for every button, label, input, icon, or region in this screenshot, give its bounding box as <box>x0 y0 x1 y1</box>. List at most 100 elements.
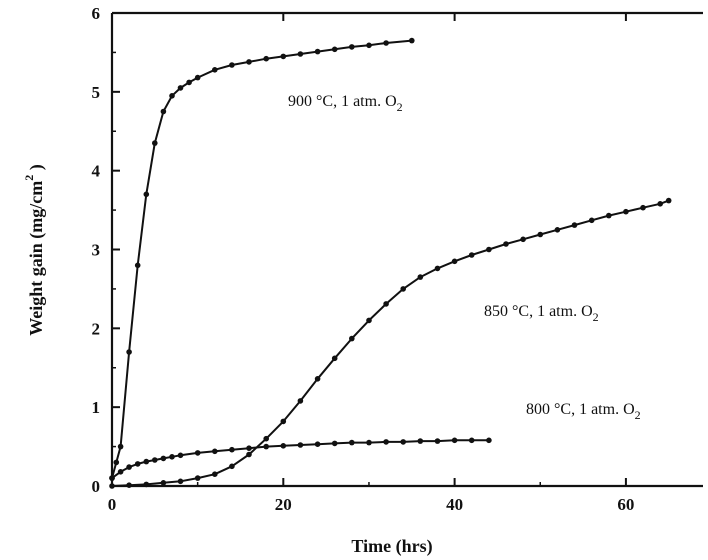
data-point-1 <box>331 355 338 362</box>
data-point-1 <box>400 286 407 292</box>
data-point-1 <box>126 482 132 489</box>
data-point-0 <box>126 349 132 355</box>
data-point-0 <box>366 42 372 49</box>
data-point-1 <box>160 480 167 486</box>
data-point-1 <box>143 481 150 488</box>
data-point-0 <box>169 93 175 99</box>
data-point-2 <box>314 441 321 448</box>
data-point-2 <box>160 455 167 462</box>
data-point-2 <box>109 475 115 481</box>
data-point-1 <box>657 201 663 207</box>
data-point-2 <box>417 438 424 444</box>
y-tick-label: 6 <box>92 4 101 23</box>
x-axis-title: Time (hrs) <box>351 536 432 557</box>
data-point-1 <box>280 418 287 425</box>
data-point-0 <box>297 51 304 57</box>
data-point-0 <box>246 59 252 65</box>
data-point-1 <box>571 222 578 228</box>
data-point-0 <box>263 55 270 62</box>
data-point-2 <box>434 438 441 444</box>
data-point-1 <box>640 204 646 211</box>
data-point-2 <box>263 443 270 450</box>
data-point-2 <box>126 464 132 470</box>
x-tick-label: 40 <box>446 495 463 514</box>
data-point-0 <box>229 62 235 68</box>
data-point-1 <box>246 451 252 458</box>
data-point-1 <box>194 475 201 481</box>
data-point-1 <box>451 258 458 265</box>
data-point-0 <box>212 67 218 73</box>
data-point-0 <box>383 40 389 46</box>
y-tick-label: 2 <box>92 319 101 338</box>
x-tick-label: 60 <box>617 495 634 514</box>
data-point-2 <box>212 448 218 455</box>
tick-labels: 0 20 40 60 0 1 2 3 4 5 6 <box>92 4 635 514</box>
data-point-2 <box>331 440 338 447</box>
data-point-2 <box>143 458 150 465</box>
data-point-1 <box>263 435 270 442</box>
data-point-2 <box>177 452 184 459</box>
data-point-1 <box>486 246 492 253</box>
data-point-0 <box>331 46 338 53</box>
data-point-0 <box>152 140 158 146</box>
data-point-1 <box>297 398 304 404</box>
data-point-0 <box>113 459 120 466</box>
x-tick-label: 0 <box>108 495 117 514</box>
data-point-2 <box>297 442 304 448</box>
data-point-0 <box>280 53 287 60</box>
data-point-1 <box>314 376 321 382</box>
data-point-0 <box>177 85 184 91</box>
data-point-1 <box>520 236 526 243</box>
data-point-2 <box>280 443 287 449</box>
data-point-0 <box>160 108 167 115</box>
series-points <box>109 37 672 489</box>
data-point-2 <box>451 437 458 444</box>
data-point-1 <box>383 301 389 307</box>
data-point-2 <box>152 457 158 463</box>
data-point-1 <box>212 471 218 478</box>
data-point-2 <box>134 461 141 467</box>
data-point-2 <box>349 439 355 446</box>
data-point-1 <box>229 463 235 470</box>
data-point-2 <box>400 439 407 445</box>
data-point-2 <box>366 439 372 446</box>
data-point-1 <box>109 483 115 489</box>
series-label-900: 900 °C, 1 atm. O2 <box>288 93 403 114</box>
data-point-1 <box>606 212 612 219</box>
data-point-0 <box>409 37 415 44</box>
data-point-1 <box>503 241 509 247</box>
data-point-2 <box>117 469 124 475</box>
data-point-1 <box>537 231 544 238</box>
data-point-1 <box>417 274 424 280</box>
data-point-0 <box>117 443 124 450</box>
data-point-0 <box>349 44 355 50</box>
data-point-0 <box>134 262 141 269</box>
series-line-0 <box>111 39 412 479</box>
data-point-2 <box>486 437 492 444</box>
data-point-2 <box>229 446 235 453</box>
data-point-2 <box>468 437 475 444</box>
data-point-2 <box>169 454 175 460</box>
y-tick-label: 3 <box>92 241 101 260</box>
data-point-0 <box>143 191 150 198</box>
data-point-2 <box>246 445 252 452</box>
data-point-1 <box>468 252 475 258</box>
data-point-0 <box>186 79 192 86</box>
data-point-1 <box>554 227 561 233</box>
y-tick-label: 0 <box>92 477 101 496</box>
series-label-800: 800 °C, 1 atm. O2 <box>526 401 641 422</box>
x-tick-label: 20 <box>275 495 292 514</box>
data-point-2 <box>194 450 201 456</box>
data-point-0 <box>314 48 321 55</box>
y-axis-title: Weight gain (mg/cm2 ) <box>22 164 47 336</box>
y-tick-label: 1 <box>92 398 101 417</box>
series-line-1 <box>111 199 670 487</box>
data-point-1 <box>349 335 355 342</box>
y-tick-label: 5 <box>92 83 101 102</box>
data-point-1 <box>366 317 372 324</box>
data-point-2 <box>383 439 389 445</box>
data-point-0 <box>194 74 201 81</box>
data-point-1 <box>177 478 184 485</box>
data-point-1 <box>588 217 595 224</box>
